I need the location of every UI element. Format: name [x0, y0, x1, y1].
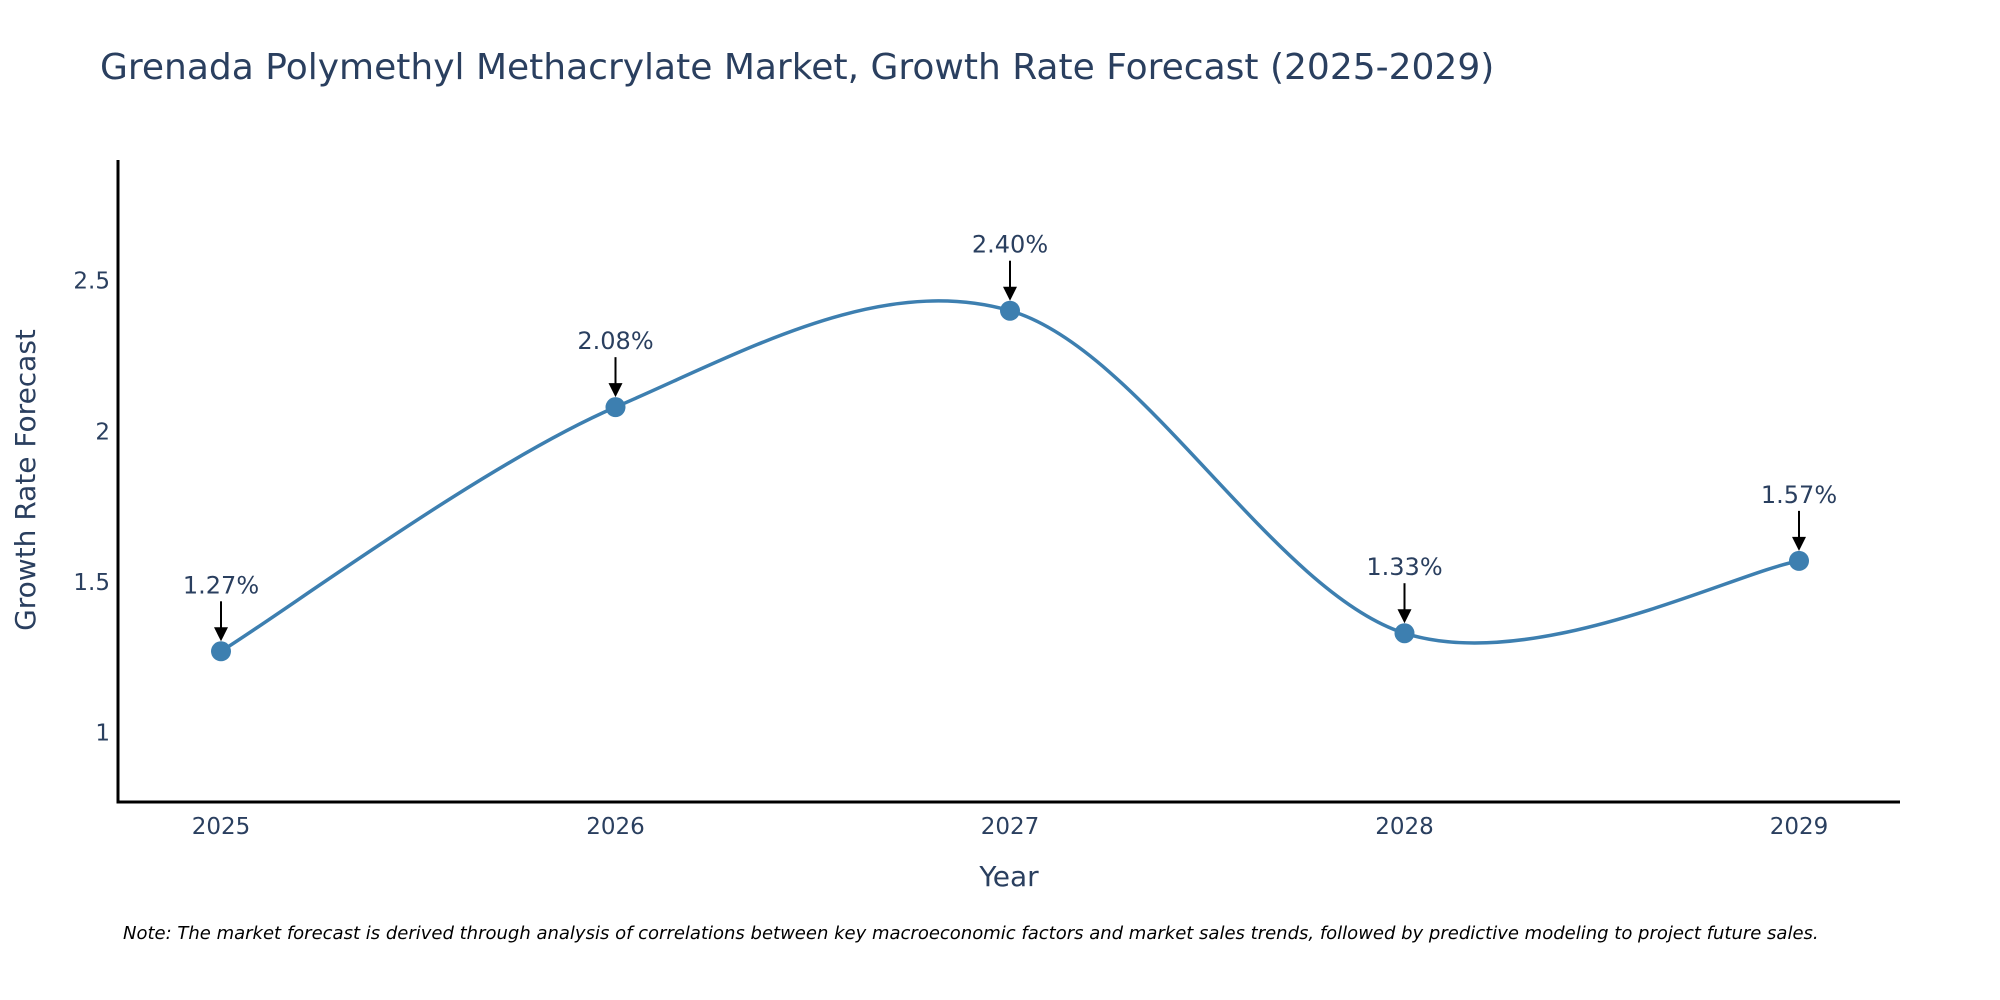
data-point-2027	[1000, 300, 1020, 321]
data-point-2029	[1789, 550, 1809, 571]
series-line	[220, 299, 1800, 653]
series-markers	[211, 300, 1809, 662]
annotation-arrow-head	[608, 383, 623, 398]
x-axis-title: Year	[978, 860, 1039, 893]
data-point-2026	[605, 397, 626, 418]
x-tick-label: 2027	[981, 814, 1040, 840]
plot-area: 1 1.5 2 2.5 2025 2026 2027 2028 2029 1.27% 2.08%…	[73, 160, 1900, 840]
annotation-arrow-head	[214, 627, 228, 642]
chart-title: Grenada Polymethyl Methacrylate Market, …	[100, 47, 1494, 88]
data-label-annotations: 1.27% 2.08% 2.40% 1.33% 1.57%	[183, 231, 1837, 642]
data-label: 1.27%	[183, 571, 259, 599]
x-tick-label: 2029	[1770, 814, 1829, 840]
data-point-2025	[211, 641, 231, 662]
y-tick-label: 1	[95, 721, 110, 747]
x-axis-ticks: 2025 2026 2027 2028 2029	[192, 814, 1829, 840]
y-tick-label: 2	[95, 419, 110, 445]
data-point-2028	[1394, 623, 1415, 644]
footnote: Note: The market forecast is derived thr…	[123, 923, 1819, 944]
y-axis-title: Growth Rate Forecast	[9, 329, 42, 631]
annotation-arrow-head	[1003, 286, 1017, 301]
y-axis-ticks: 1 1.5 2 2.5	[73, 269, 110, 747]
annotation-arrow-head	[1792, 536, 1806, 551]
data-label: 1.33%	[1366, 553, 1442, 581]
x-tick-label: 2026	[586, 814, 645, 840]
annotation-arrow-head	[1397, 609, 1412, 624]
x-tick-label: 2028	[1375, 814, 1434, 840]
data-label: 2.08%	[577, 327, 653, 355]
data-label: 1.57%	[1761, 481, 1837, 509]
x-tick-label: 2025	[192, 814, 251, 840]
y-tick-label: 1.5	[73, 570, 110, 596]
y-tick-label: 2.5	[73, 269, 110, 295]
data-label: 2.40%	[972, 231, 1048, 259]
